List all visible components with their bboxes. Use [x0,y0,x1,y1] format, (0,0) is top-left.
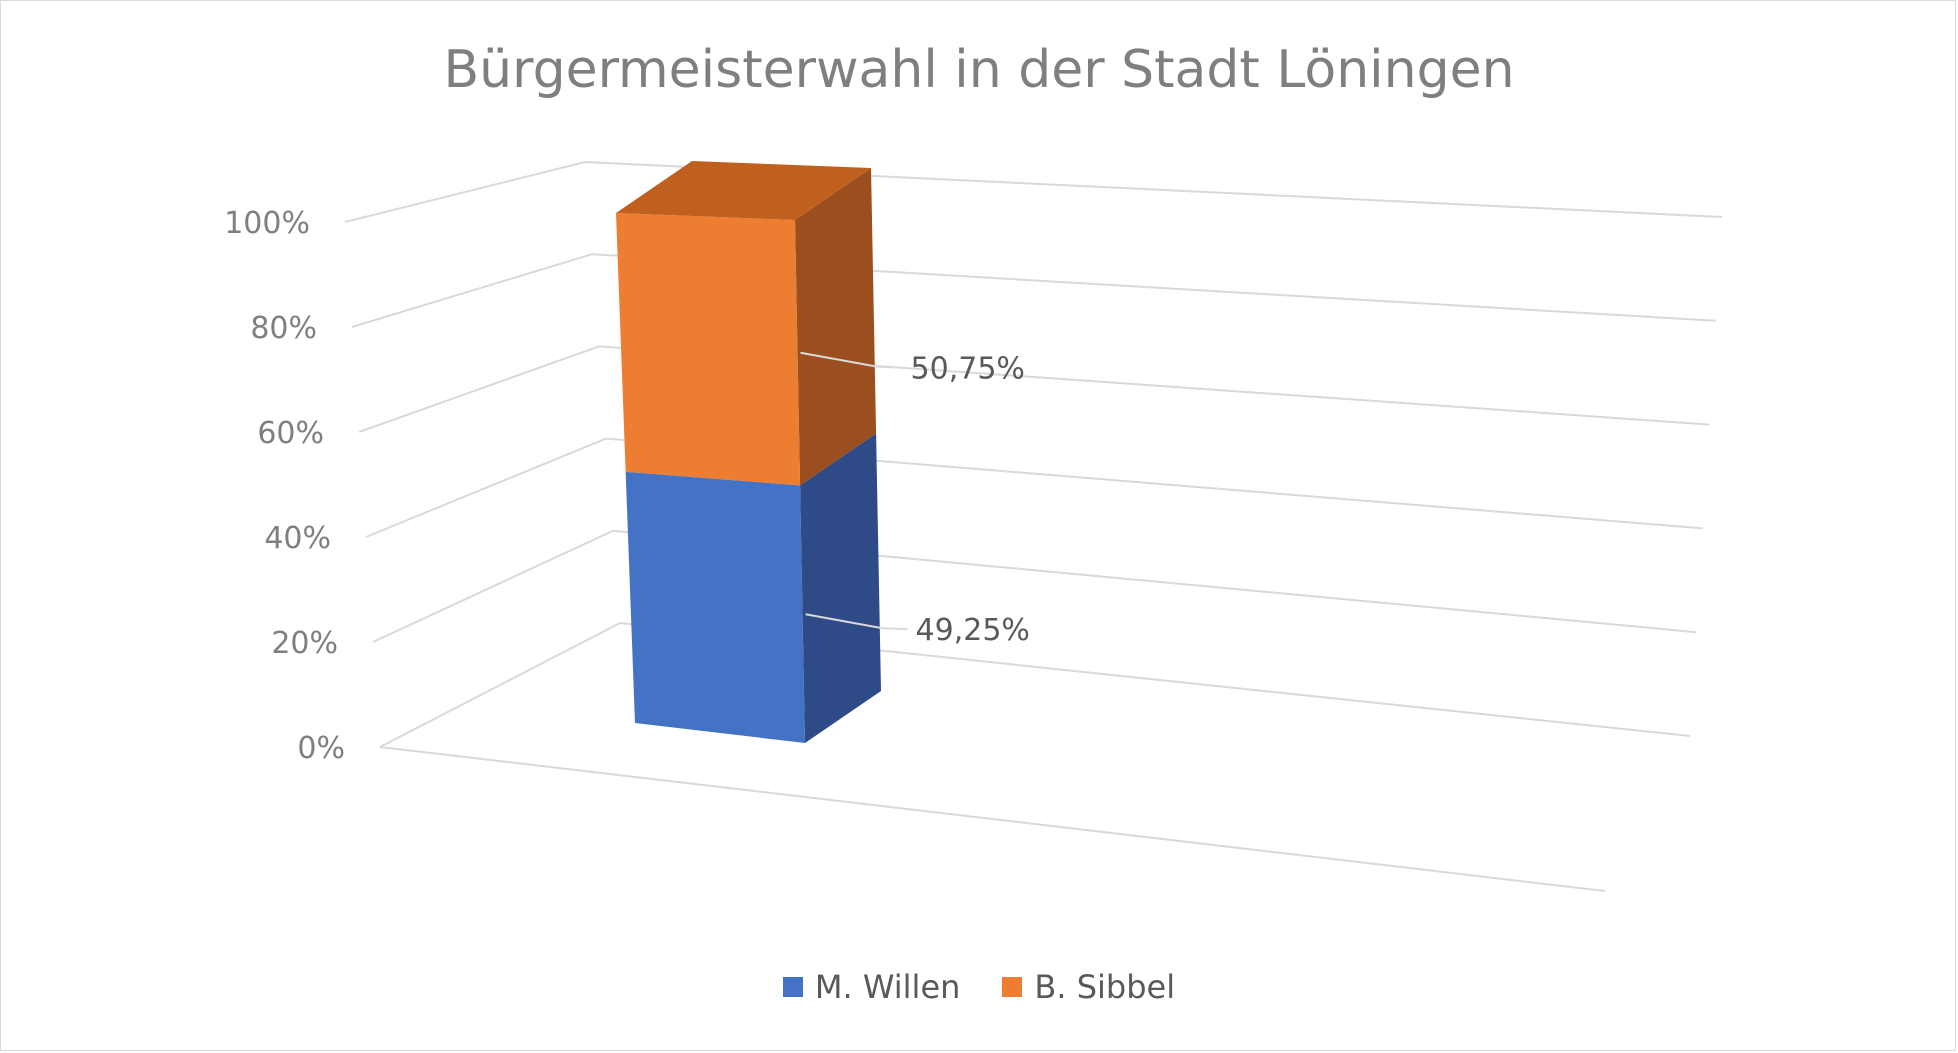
leader-line-b-sibbel [800,351,903,369]
data-label-m-willen: 49,25% [916,613,1030,648]
leader-line-m-willen [805,613,908,631]
legend-swatch-b-sibbel [1002,977,1023,997]
y-tick-label: 40% [264,521,331,556]
gridline [379,621,1691,748]
gridline [344,160,1723,223]
bar-stack [616,161,881,743]
gridlines [344,160,1723,892]
y-tick-label: 0% [297,731,345,766]
legend-item-m-willen: M. Willen [782,968,961,1006]
legend: M. Willen B. Sibbel [0,968,1958,1006]
y-tick-label: 100% [224,206,310,241]
legend-item-b-sibbel: B. Sibbel [1002,968,1175,1006]
bar-front-m-willen [625,471,805,743]
data-labels: 49,25% 50,75% [800,351,1030,648]
legend-swatch-m-willen [782,977,803,997]
bar-top-b-sibbel [616,161,871,220]
y-tick-label: 80% [250,311,317,346]
data-label-b-sibbel: 50,75% [911,352,1025,387]
gridline [365,437,1703,538]
bar-front-b-sibbel [616,213,801,486]
floor-edge [379,746,1606,892]
y-tick-label: 20% [271,626,338,661]
gridline [358,345,1710,433]
y-tick-label: 60% [257,416,324,451]
legend-label-m-willen: M. Willen [814,968,961,1006]
bar-side-m-willen [800,433,881,743]
y-axis-ticks: 0% 20% 40% 60% 80% 100% [224,206,345,766]
bar-side-b-sibbel [795,168,877,486]
legend-label-b-sibbel: B. Sibbel [1034,968,1176,1006]
chart-title: Bürgermeisterwahl in der Stadt Löningen [443,40,1515,100]
gridline [372,529,1697,643]
gridline [351,253,1716,328]
